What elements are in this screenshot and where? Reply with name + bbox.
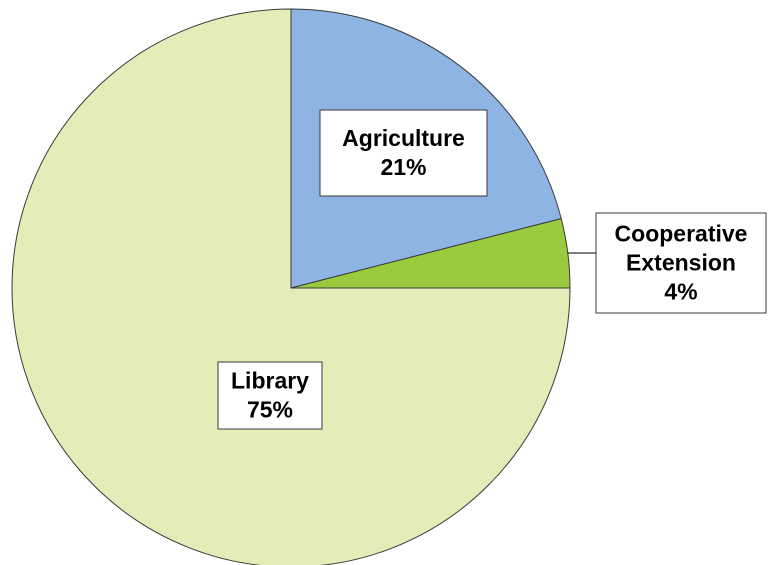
- data-label-agriculture: Agriculture 21%: [319, 109, 488, 197]
- label-box: [319, 109, 488, 197]
- slice-name: Extension: [626, 250, 736, 276]
- slice-name: Agriculture: [342, 125, 465, 151]
- pie-labels: Agriculture 21% Cooperative Extension 4% Libr…: [217, 109, 767, 430]
- pie-slices: [11, 8, 571, 565]
- data-label-library: Library 75%: [217, 361, 323, 430]
- slice-percent: 4%: [664, 279, 697, 305]
- label-box: [595, 212, 767, 314]
- slice-name: Library: [231, 368, 309, 394]
- label-box: [217, 361, 323, 430]
- slice-percent: 75%: [247, 397, 293, 423]
- slice-name: Cooperative: [615, 221, 748, 247]
- slice-percent: 21%: [380, 154, 426, 180]
- data-label-cooperative-extension: Cooperative Extension 4%: [567, 212, 767, 314]
- pie-slice-library: [11, 8, 571, 565]
